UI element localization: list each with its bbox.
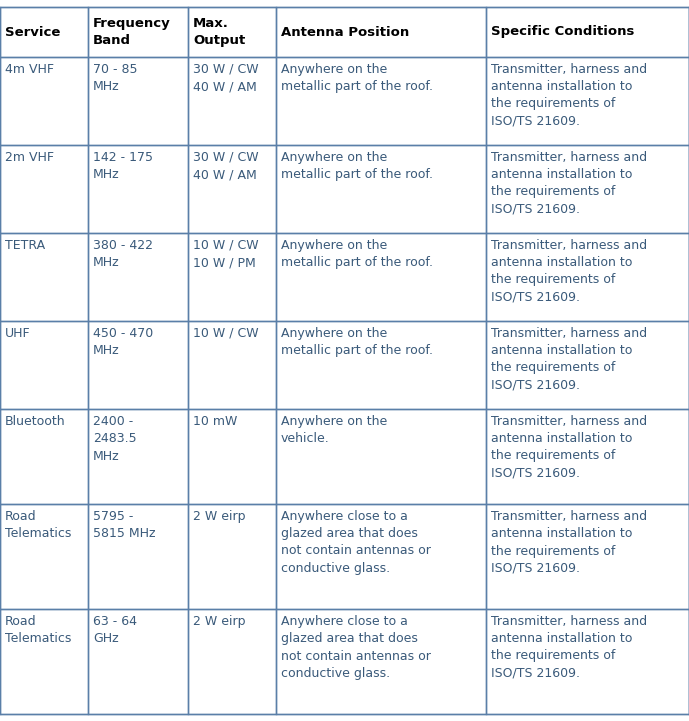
Text: glazed area that does: glazed area that does [281, 527, 418, 540]
Bar [0, 609, 689, 714]
Bar [0, 145, 689, 233]
Text: ISO/TS 21609.: ISO/TS 21609. [491, 667, 580, 680]
Text: Transmitter, harness and: Transmitter, harness and [491, 510, 647, 523]
Text: Antenna Position: Antenna Position [281, 25, 409, 38]
Text: Transmitter, harness and: Transmitter, harness and [491, 151, 647, 164]
Text: ISO/TS 21609.: ISO/TS 21609. [491, 562, 580, 575]
Text: the requirements of: the requirements of [491, 544, 615, 557]
Text: MHz: MHz [93, 168, 120, 181]
Text: 2 W eirp: 2 W eirp [193, 510, 245, 523]
Text: GHz: GHz [93, 632, 119, 645]
Text: 2483.5: 2483.5 [93, 433, 136, 446]
Text: Transmitter, harness and: Transmitter, harness and [491, 327, 647, 340]
Text: the requirements of: the requirements of [491, 185, 615, 198]
Text: the requirements of: the requirements of [491, 273, 615, 286]
Text: Telematics: Telematics [5, 527, 72, 540]
Bar [0, 409, 689, 504]
Text: 10 mW: 10 mW [193, 415, 238, 428]
Text: antenna installation to: antenna installation to [491, 80, 633, 93]
Text: Frequency
Band: Frequency Band [93, 17, 171, 47]
Text: antenna installation to: antenna installation to [491, 527, 633, 540]
Text: not contain antennas or: not contain antennas or [281, 650, 431, 663]
Text: Road: Road [5, 510, 37, 523]
Text: 2 W eirp: 2 W eirp [193, 615, 245, 628]
Text: 5815 MHz: 5815 MHz [93, 527, 156, 540]
Text: 380 - 422: 380 - 422 [93, 239, 153, 252]
Text: Anywhere on the: Anywhere on the [281, 239, 387, 252]
Text: 450 - 470: 450 - 470 [93, 327, 153, 340]
Text: 70 - 85: 70 - 85 [93, 63, 138, 76]
Text: Transmitter, harness and: Transmitter, harness and [491, 615, 647, 628]
Text: Specific Conditions: Specific Conditions [491, 25, 635, 38]
Text: 2400 -: 2400 - [93, 415, 133, 428]
Text: Anywhere on the: Anywhere on the [281, 327, 387, 340]
Text: metallic part of the roof.: metallic part of the roof. [281, 80, 433, 93]
Bar [0, 321, 689, 409]
Text: antenna installation to: antenna installation to [491, 433, 633, 446]
Text: Transmitter, harness and: Transmitter, harness and [491, 415, 647, 428]
Text: 10 W / CW: 10 W / CW [193, 327, 258, 340]
Text: glazed area that does: glazed area that does [281, 632, 418, 645]
Text: 5795 -: 5795 - [93, 510, 134, 523]
Text: Anywhere close to a: Anywhere close to a [281, 510, 408, 523]
Text: vehicle.: vehicle. [281, 433, 330, 446]
Text: the requirements of: the requirements of [491, 650, 615, 663]
Text: Transmitter, harness and: Transmitter, harness and [491, 63, 647, 76]
Text: 30 W / CW: 30 W / CW [193, 63, 258, 76]
Text: Anywhere on the: Anywhere on the [281, 151, 387, 164]
Text: ISO/TS 21609.: ISO/TS 21609. [491, 291, 580, 304]
Bar [0, 7, 689, 57]
Text: 142 - 175: 142 - 175 [93, 151, 153, 164]
Text: 30 W / CW: 30 W / CW [193, 151, 258, 164]
Text: Max.
Output: Max. Output [193, 17, 245, 47]
Text: MHz: MHz [93, 344, 120, 357]
Text: Transmitter, harness and: Transmitter, harness and [491, 239, 647, 252]
Text: Bluetooth: Bluetooth [5, 415, 65, 428]
Text: 10 W / PM: 10 W / PM [193, 256, 256, 269]
Bar [0, 57, 689, 145]
Text: 40 W / AM: 40 W / AM [193, 168, 257, 181]
Text: the requirements of: the requirements of [491, 449, 615, 462]
Text: 10 W / CW: 10 W / CW [193, 239, 258, 252]
Text: metallic part of the roof.: metallic part of the roof. [281, 344, 433, 357]
Text: metallic part of the roof.: metallic part of the roof. [281, 168, 433, 181]
Text: ISO/TS 21609.: ISO/TS 21609. [491, 379, 580, 392]
Text: antenna installation to: antenna installation to [491, 256, 633, 269]
Text: metallic part of the roof.: metallic part of the roof. [281, 256, 433, 269]
Text: MHz: MHz [93, 449, 120, 462]
Text: conductive glass.: conductive glass. [281, 667, 390, 680]
Text: antenna installation to: antenna installation to [491, 168, 633, 181]
Text: the requirements of: the requirements of [491, 361, 615, 374]
Text: conductive glass.: conductive glass. [281, 562, 390, 575]
Text: UHF: UHF [5, 327, 30, 340]
Text: antenna installation to: antenna installation to [491, 344, 633, 357]
Text: TETRA: TETRA [5, 239, 45, 252]
Bar [0, 233, 689, 321]
Text: Anywhere on the: Anywhere on the [281, 415, 387, 428]
Text: Service: Service [5, 25, 61, 38]
Text: Road: Road [5, 615, 37, 628]
Text: ISO/TS 21609.: ISO/TS 21609. [491, 203, 580, 216]
Text: Anywhere on the: Anywhere on the [281, 63, 387, 76]
Text: 40 W / AM: 40 W / AM [193, 80, 257, 93]
Text: 2m VHF: 2m VHF [5, 151, 54, 164]
Text: MHz: MHz [93, 80, 120, 93]
Text: Telematics: Telematics [5, 632, 72, 645]
Text: antenna installation to: antenna installation to [491, 632, 633, 645]
Text: 4m VHF: 4m VHF [5, 63, 54, 76]
Text: the requirements of: the requirements of [491, 97, 615, 110]
Bar [0, 504, 689, 609]
Text: 63 - 64: 63 - 64 [93, 615, 137, 628]
Text: not contain antennas or: not contain antennas or [281, 544, 431, 557]
Text: Anywhere close to a: Anywhere close to a [281, 615, 408, 628]
Text: ISO/TS 21609.: ISO/TS 21609. [491, 466, 580, 479]
Text: MHz: MHz [93, 256, 120, 269]
Text: ISO/TS 21609.: ISO/TS 21609. [491, 115, 580, 128]
